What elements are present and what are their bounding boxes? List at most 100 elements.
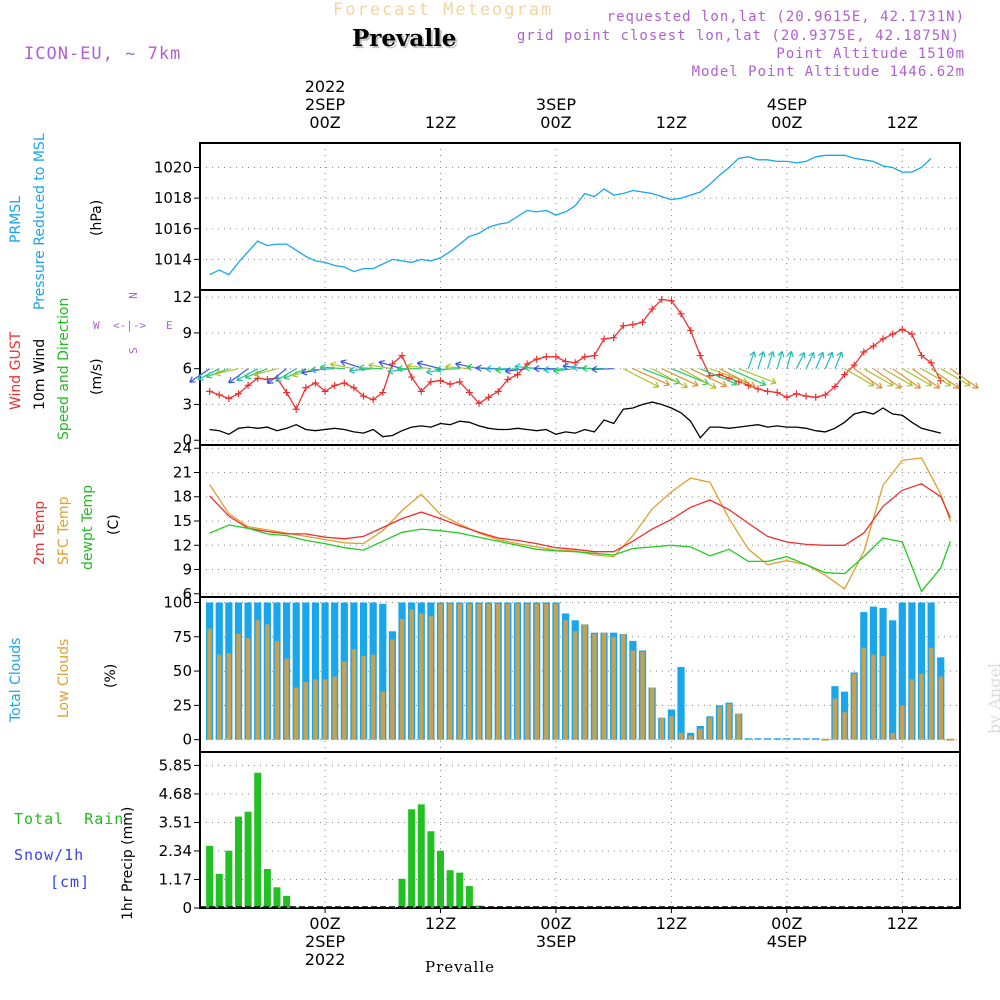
panel-frame-pressure	[199, 142, 961, 291]
low-cloud-bar	[669, 716, 674, 740]
gust-marker	[889, 330, 897, 338]
y-tick-label: 1014	[154, 250, 192, 268]
low-cloud-bar	[688, 735, 693, 740]
gust-marker	[927, 359, 935, 367]
requested-coords: requested lon,lat (20.9615E, 42.1731N)	[606, 9, 965, 25]
bottom-time-label: 12Z	[425, 914, 456, 933]
wind10m-line	[209, 401, 941, 439]
rain-bar	[234, 816, 242, 908]
wind-arrowhead	[504, 367, 511, 375]
wind-direction-arrow	[553, 368, 576, 372]
low-cloud-bar	[428, 616, 434, 740]
rain-bar	[437, 850, 445, 908]
wind-arrowhead	[485, 365, 492, 373]
total-cloud-bar	[744, 738, 752, 740]
low-cloud-bar	[698, 728, 703, 740]
y-tick-label: 9	[182, 324, 192, 342]
wind-arrowhead	[836, 351, 844, 359]
wind-arrowhead	[396, 365, 403, 373]
wind-direction-arrow	[214, 368, 239, 375]
y-tick-label: 1018	[154, 189, 192, 207]
low-cloud-bar	[265, 624, 270, 740]
gust-marker	[860, 348, 868, 356]
gust-marker	[667, 297, 675, 305]
gust-marker	[821, 391, 829, 399]
low-cloud-bar	[592, 634, 597, 740]
gust-marker	[417, 387, 425, 395]
wind-direction-arrow	[786, 351, 793, 369]
total-cloud-bar	[802, 738, 810, 740]
dewpt-line	[209, 524, 952, 593]
rain-bar	[292, 906, 300, 908]
low-cloud-bar	[361, 655, 366, 740]
low-cloud-bar	[534, 603, 539, 740]
bottom-time-label: 4SEP	[767, 932, 807, 951]
total-cloud-bar	[302, 602, 310, 740]
wind-arrowhead	[445, 363, 452, 371]
wind-arrowhead	[253, 370, 260, 378]
gust-marker	[918, 352, 926, 360]
low-cloud-bar	[438, 603, 443, 740]
wind-arrowhead	[267, 377, 274, 385]
wind-direction-arrow	[591, 368, 614, 371]
total-cloud-bar	[379, 603, 387, 740]
wind-arrowhead	[358, 364, 365, 372]
y-tick-label: 0	[182, 899, 192, 917]
top-time-label: 00Z	[771, 113, 802, 132]
gust-marker	[869, 342, 877, 350]
wind-direction-arrow	[853, 368, 883, 389]
low-cloud-bar	[274, 640, 280, 740]
low-cloud-bar	[851, 673, 857, 740]
rain-bar	[456, 872, 464, 908]
gust-marker	[283, 389, 291, 397]
low-cloud-bar	[524, 603, 530, 740]
y-tick-label: 1016	[154, 220, 192, 238]
model-label: ICON-EU, ~ 7km	[24, 44, 182, 64]
y-tick-label: 5.85	[159, 756, 192, 774]
y-tick-label: 0	[182, 731, 192, 749]
gust-marker	[581, 353, 589, 361]
wind-direction-arrow	[330, 363, 355, 370]
gust-marker	[831, 383, 839, 391]
gust-marker	[764, 387, 772, 395]
total-rain-label: Total Rain	[14, 810, 125, 828]
wind-direction-arrow	[368, 364, 393, 370]
top-time-label: 2SEP	[305, 95, 345, 114]
wind-direction-arrow	[950, 368, 979, 389]
gust-marker	[504, 375, 512, 383]
bottom-time-label: 12Z	[656, 914, 687, 933]
wind-direction-arrow	[189, 368, 210, 383]
gust-marker	[898, 325, 906, 333]
panel-frame-rain	[199, 751, 961, 909]
model-altitude: Model Point Altitude 1446.62m	[691, 64, 965, 80]
snow-label: Snow/1h	[14, 846, 85, 864]
wind-arrowhead	[543, 365, 550, 374]
low-cloud-bar	[611, 636, 616, 740]
wind-arrowhead	[663, 379, 670, 387]
wind-arrowhead	[514, 363, 521, 371]
wind-arrowhead	[189, 376, 196, 383]
wind-direction-arrow	[495, 368, 518, 371]
gust-marker	[658, 296, 666, 304]
low-cloud-bar	[515, 603, 520, 740]
wind-arrowhead	[876, 382, 883, 389]
wind-arrowhead	[329, 361, 337, 369]
low-cloud-bar	[419, 613, 424, 740]
low-cloud-bar	[505, 603, 511, 740]
wind-arrowhead	[320, 363, 326, 371]
gust-marker	[773, 389, 781, 397]
wind-arrowhead	[475, 364, 482, 372]
wind-arrowhead	[228, 377, 235, 384]
wind-arrowhead	[652, 381, 660, 388]
total-cloud-bar	[331, 602, 339, 740]
wind-direction-arrow	[435, 368, 460, 371]
low-cloud-bar	[707, 717, 713, 740]
gust-marker	[225, 395, 233, 402]
low-cloud-bar	[226, 653, 232, 740]
low-cloud-bar	[890, 732, 895, 740]
total-cloud-bar	[908, 602, 916, 740]
low-cloud-bar	[640, 651, 645, 740]
rain-bar	[244, 811, 252, 908]
total-cloud-bar	[292, 602, 300, 740]
